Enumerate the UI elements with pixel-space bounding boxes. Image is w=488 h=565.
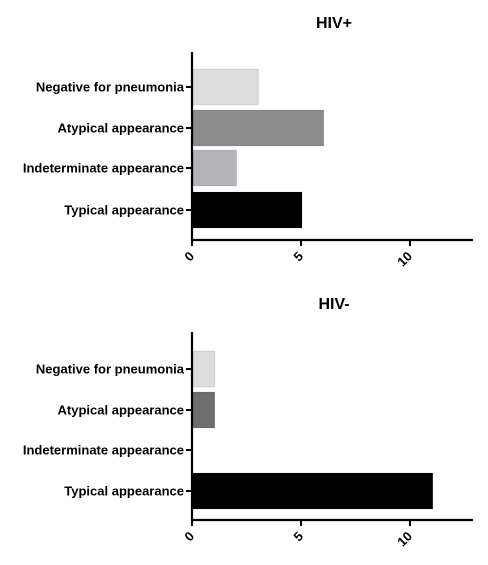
chart-2-bar-1 bbox=[192, 350, 216, 388]
chart-2-xtick-label-2: 5 bbox=[290, 529, 306, 545]
chart-1-bar-2 bbox=[192, 109, 325, 147]
chart-2-bar-2 bbox=[192, 391, 216, 429]
chart-1-xtick-label-2: 5 bbox=[290, 249, 306, 265]
chart-2-category-label-4: Typical appearance bbox=[64, 484, 184, 499]
chart-1-title: HIV+ bbox=[316, 15, 352, 32]
chart-2-bar-4 bbox=[192, 472, 434, 510]
chart-1-category-label-1: Negative for pneumonia bbox=[36, 80, 185, 95]
chart-1-bar-3 bbox=[192, 149, 237, 187]
chart-2-xtick-label-3: 10 bbox=[394, 529, 415, 550]
chart-2-category-label-3: Indeterminate appearance bbox=[23, 443, 184, 458]
chart-2-xtick-label-1: 0 bbox=[181, 529, 197, 545]
chart-2-title: HIV- bbox=[318, 296, 349, 313]
chart-1-category-label-2: Atypical appearance bbox=[58, 121, 184, 136]
chart-2-category-label-2: Atypical appearance bbox=[58, 403, 184, 418]
chart-1-category-label-4: Typical appearance bbox=[64, 203, 184, 218]
chart-1-xtick-label-3: 10 bbox=[394, 249, 415, 270]
chart-1-bar-1 bbox=[192, 68, 259, 106]
chart-1-xtick-label-1: 0 bbox=[181, 249, 197, 265]
chart-2-category-label-1: Negative for pneumonia bbox=[36, 362, 185, 377]
chart-1-bar-4 bbox=[192, 191, 303, 229]
chart-1-category-label-3: Indeterminate appearance bbox=[23, 161, 184, 176]
